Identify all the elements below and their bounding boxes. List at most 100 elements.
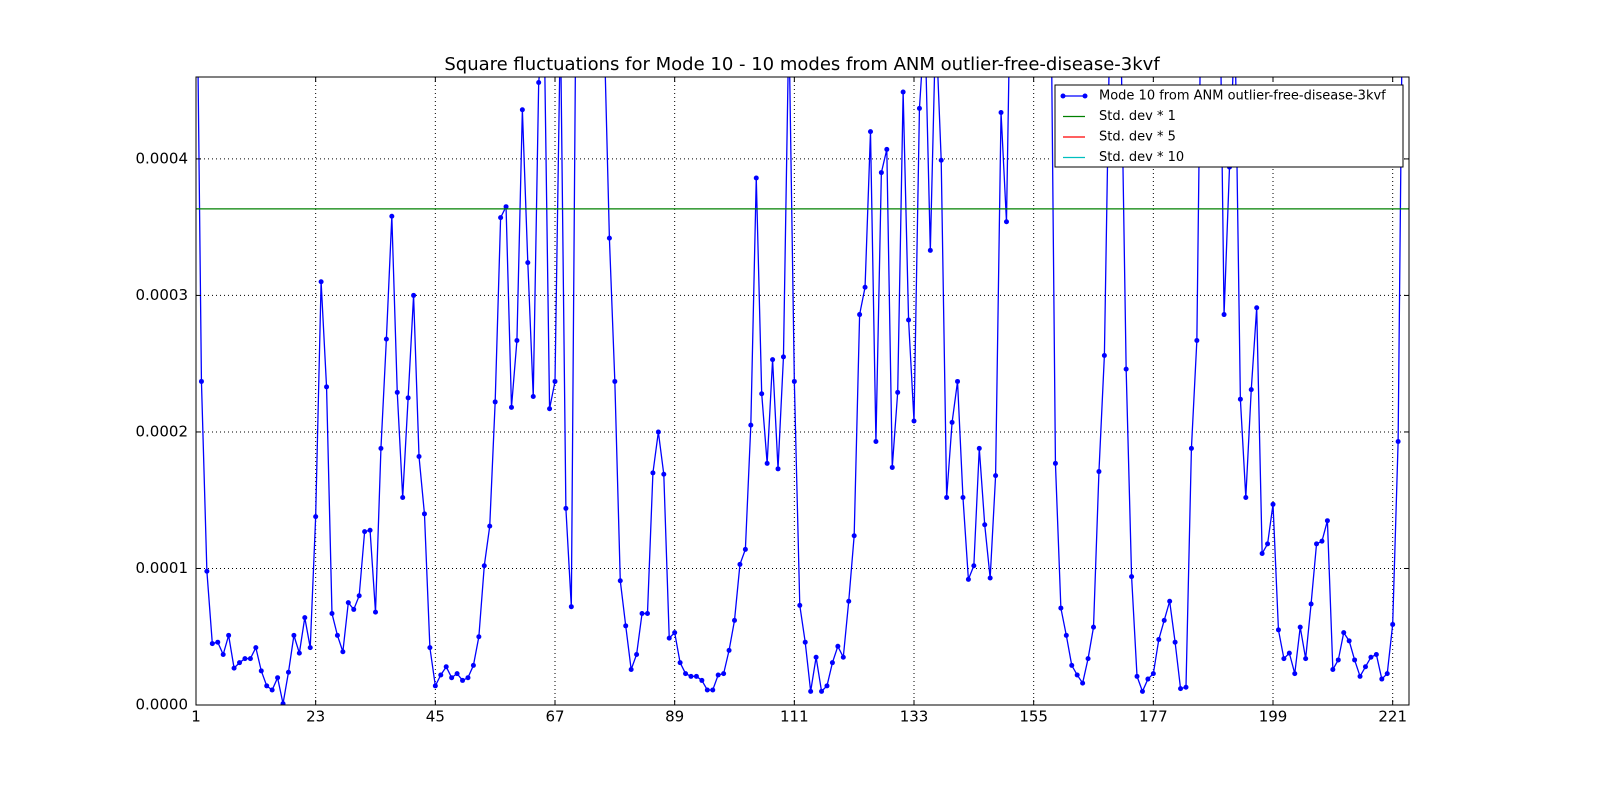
- data-point: [1254, 305, 1260, 311]
- data-point: [759, 391, 765, 397]
- data-point: [389, 213, 395, 219]
- data-point: [808, 688, 814, 694]
- data-point: [411, 292, 417, 298]
- data-point: [710, 687, 716, 693]
- y-tick-label: 0.0002: [136, 422, 189, 440]
- data-point: [895, 389, 901, 395]
- data-point: [770, 357, 776, 363]
- data-point: [460, 677, 466, 683]
- data-point: [1134, 673, 1140, 679]
- legend-box: [1054, 84, 1404, 168]
- data-point: [1286, 650, 1292, 656]
- data-point: [552, 378, 558, 384]
- data-point: [421, 511, 427, 517]
- data-point: [237, 660, 243, 666]
- data-point: [487, 523, 493, 529]
- data-point: [383, 336, 389, 342]
- data-point: [998, 109, 1004, 115]
- data-point: [835, 643, 841, 649]
- data-point: [1161, 617, 1167, 623]
- data-point: [1243, 494, 1249, 500]
- data-point: [1303, 656, 1309, 662]
- data-point: [285, 669, 291, 675]
- data-point: [324, 384, 330, 390]
- data-point: [1101, 353, 1107, 359]
- data-point: [547, 406, 553, 412]
- data-point: [1237, 396, 1243, 402]
- data-point: [394, 389, 400, 395]
- data-point: [612, 378, 618, 384]
- data-point: [867, 129, 873, 135]
- legend-label: Std. dev * 10: [1099, 150, 1184, 165]
- y-tick-label: 0.0004: [136, 149, 189, 167]
- data-point: [432, 683, 438, 689]
- data-point: [476, 634, 482, 640]
- x-tick-label: 45: [426, 708, 445, 726]
- data-point: [1129, 574, 1135, 580]
- x-tick-label: 111: [780, 708, 809, 726]
- y-tick-label: 0.0000: [136, 696, 189, 714]
- data-point: [748, 422, 754, 428]
- data-point: [1352, 657, 1358, 663]
- legend-label: Mode 10 from ANM outlier-free-disease-3k…: [1099, 89, 1386, 104]
- data-point: [938, 157, 944, 163]
- data-point: [405, 395, 411, 401]
- data-point: [911, 418, 917, 424]
- data-point: [198, 378, 204, 384]
- data-point: [851, 533, 857, 539]
- data-point: [840, 654, 846, 660]
- data-point: [1178, 686, 1184, 692]
- data-point: [824, 683, 830, 689]
- data-point: [492, 399, 498, 405]
- data-point: [878, 170, 884, 176]
- data-point: [454, 671, 460, 677]
- data-point: [258, 668, 264, 674]
- data-point: [427, 645, 433, 651]
- data-point: [226, 632, 232, 638]
- data-point: [1395, 439, 1401, 445]
- data-point: [264, 683, 270, 689]
- data-point: [900, 89, 906, 95]
- x-tick-label: 177: [1139, 708, 1168, 726]
- data-point: [498, 215, 504, 221]
- data-point: [987, 575, 993, 581]
- data-point: [220, 651, 226, 657]
- data-point: [1074, 672, 1080, 678]
- data-point: [732, 617, 738, 623]
- data-point: [340, 649, 346, 655]
- data-point: [1123, 366, 1129, 372]
- data-point: [1270, 501, 1276, 507]
- x-tick-label: 199: [1259, 708, 1288, 726]
- data-point: [313, 514, 319, 520]
- data-point: [944, 494, 950, 500]
- data-point: [927, 247, 933, 253]
- data-point: [209, 641, 215, 647]
- data-point: [819, 688, 825, 694]
- data-point: [1373, 651, 1379, 657]
- data-point: [302, 615, 308, 621]
- data-point: [1297, 624, 1303, 630]
- data-point: [683, 671, 689, 677]
- data-point: [742, 546, 748, 552]
- data-point: [1188, 445, 1194, 451]
- ticks: 0.0000 0.0001 0.0002 0.0003 0.0004 1 23 45 67 89 1…: [136, 77, 1409, 726]
- data-point: [1324, 518, 1330, 524]
- data-point: [1063, 632, 1069, 638]
- data-point: [634, 651, 640, 657]
- data-point: [1281, 656, 1287, 662]
- data-point: [1335, 657, 1341, 663]
- data-point: [1330, 667, 1336, 673]
- data-point: [329, 611, 335, 617]
- data-point: [655, 429, 661, 435]
- data-point: [797, 602, 803, 608]
- data-point: [514, 337, 520, 343]
- data-point: [204, 568, 210, 574]
- data-point: [1357, 673, 1363, 679]
- data-point: [1052, 460, 1058, 466]
- data-point: [318, 279, 324, 285]
- data-point: [1275, 627, 1281, 633]
- data-point: [666, 635, 672, 641]
- data-point: [465, 675, 471, 681]
- data-point: [1172, 639, 1178, 645]
